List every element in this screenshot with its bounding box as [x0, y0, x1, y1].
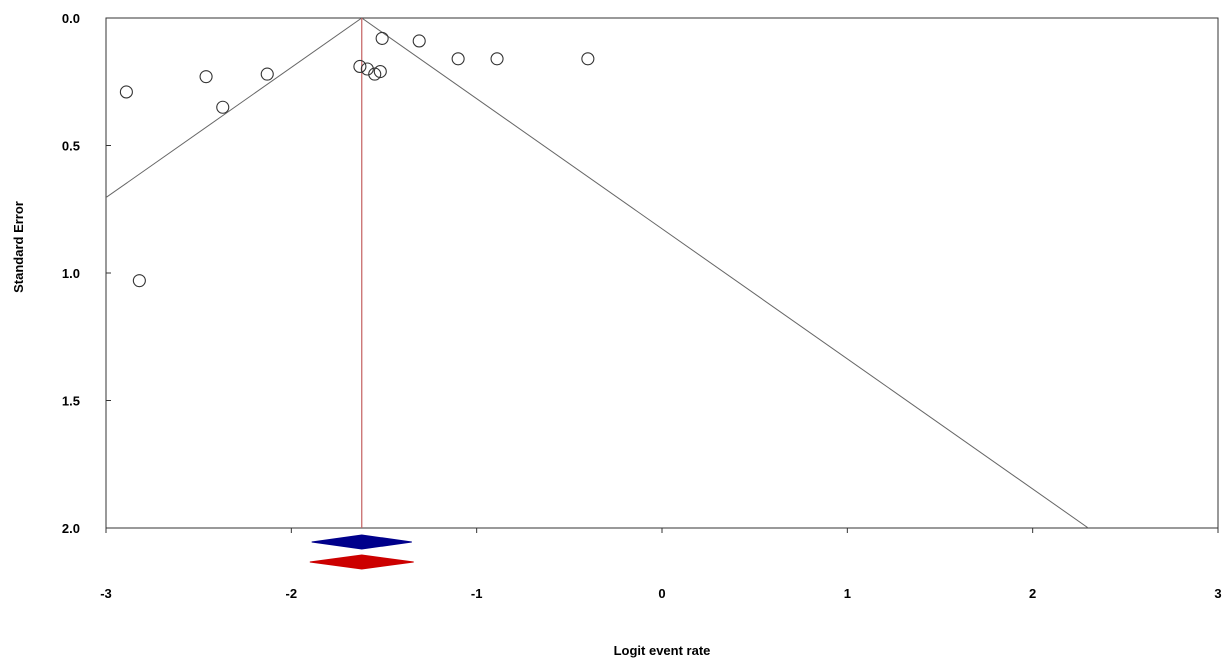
summary-diamond: [309, 554, 414, 570]
study-point: [360, 62, 374, 76]
study-point: [373, 65, 387, 79]
funnel-lines: [106, 18, 1089, 528]
study-point: [490, 52, 504, 66]
x-tick-label: 3: [1214, 586, 1221, 601]
x-tick-label: -1: [471, 586, 483, 601]
summary-diamond: [311, 534, 412, 550]
plot-layer: 0.0 0.5 1.0 1.5 2.0 -3 -2 -1 0 1 2 3: [62, 11, 1222, 601]
x-axis-title: Logit event rate: [614, 643, 711, 658]
study-point: [216, 100, 230, 114]
funnel-left-line: [106, 18, 363, 199]
y-axis-title: Standard Error: [11, 201, 26, 293]
x-tick-label: 0: [658, 586, 665, 601]
y-tick-label: 1.5: [62, 394, 80, 409]
study-point: [132, 274, 146, 288]
x-tick-label: -3: [100, 586, 112, 601]
y-tick-label: 0.0: [62, 11, 80, 26]
study-point: [199, 70, 213, 84]
y-tick-label: 1.0: [62, 266, 80, 281]
x-tick-label: 1: [844, 586, 851, 601]
study-point: [260, 67, 274, 81]
study-point: [353, 59, 367, 73]
plot-frame: [105, 17, 1219, 529]
y-tick-label: 2.0: [62, 521, 80, 536]
funnel-right-line: [361, 18, 1089, 528]
study-point: [451, 52, 465, 66]
study-point: [119, 85, 133, 99]
x-tick-label: 2: [1029, 586, 1036, 601]
study-point: [581, 52, 595, 66]
study-point: [375, 31, 389, 45]
y-tick-label: 0.5: [62, 139, 80, 154]
x-tick-label: -2: [286, 586, 298, 601]
study-point: [412, 34, 426, 48]
